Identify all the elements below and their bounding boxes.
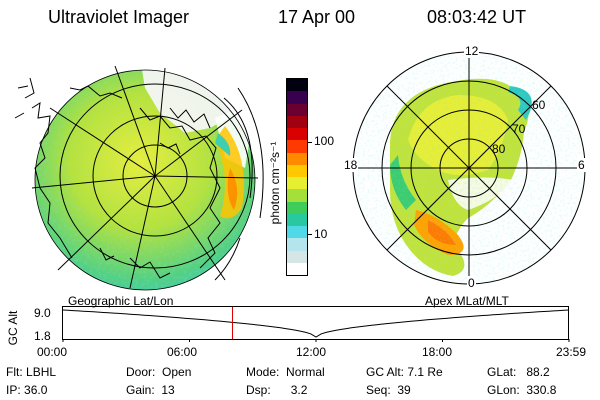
colorbar-swatch <box>287 152 307 165</box>
door-label: Door: <box>126 365 156 379</box>
timeline-y-high: 9.0 <box>34 306 51 320</box>
date-label: 17 Apr 00 <box>278 7 356 27</box>
mode-field: Mode: Normal <box>246 365 325 379</box>
app-title: Ultraviolet Imager <box>48 7 190 27</box>
glat-field: GLat: 88.2 <box>487 365 550 379</box>
door-value: Open <box>162 365 192 379</box>
colorbar-swatch <box>287 201 307 214</box>
flt-field: Flt: LBHL <box>6 365 56 379</box>
mlat-label-70: 70 <box>512 122 526 136</box>
colorbar-tick-high-mark <box>308 142 312 143</box>
timeline-tick-marks <box>62 339 570 342</box>
coastlines <box>14 77 264 281</box>
seq-label: Seq: <box>366 383 391 397</box>
colorbar-unit-container: photon cm⁻²s⁻¹ <box>265 118 285 248</box>
ip-field: IP: 36.0 <box>6 383 47 397</box>
timeline-ylabel-container: GC Alt <box>0 306 26 350</box>
gain-value: 13 <box>161 383 175 397</box>
colorbar-swatch <box>287 79 307 92</box>
colorbar <box>286 78 308 276</box>
time-label: 08:03:42 UT <box>427 7 527 27</box>
colorbar-unit-label: photon cm⁻²s⁻¹ <box>268 141 282 225</box>
dsp-value: 3.2 <box>290 383 308 397</box>
mlat-label-80: 80 <box>492 142 506 156</box>
apex-grid <box>352 51 586 285</box>
mode-label: Mode: <box>246 365 280 379</box>
altitude-timeline[interactable] <box>62 306 572 342</box>
mlat-label-60: 60 <box>532 98 546 112</box>
timeline-tick-0: 00:00 <box>37 345 68 359</box>
geo-panel-label: Geographic Lat/Lon <box>68 294 174 308</box>
ip-value: 36.0 <box>24 383 48 397</box>
glat-value: 88.2 <box>526 365 550 379</box>
seq-field: Seq: 39 <box>366 383 411 397</box>
apex-image-panel <box>352 51 586 285</box>
mlt-label-6: 6 <box>577 158 586 172</box>
flt-value: LBHL <box>26 365 57 379</box>
glon-value: 330.8 <box>526 383 557 397</box>
colorbar-swatch <box>287 140 307 153</box>
colorbar-tick-low-mark <box>308 234 312 235</box>
gain-label: Gain: <box>126 383 155 397</box>
colorbar-swatch <box>287 164 307 177</box>
colorbar-swatch <box>287 103 307 116</box>
apex-panel-label: Apex MLat/MLT <box>425 294 509 308</box>
mode-value: Normal <box>286 365 325 379</box>
timeline-y-low: 1.8 <box>34 329 51 343</box>
gain-field: Gain: 13 <box>126 383 175 397</box>
timeline-tick-1: 06:00 <box>167 345 198 359</box>
glon-field: GLon: 330.8 <box>487 383 556 397</box>
colorbar-swatch <box>287 226 307 239</box>
seq-value: 39 <box>397 383 411 397</box>
colorbar-swatch <box>287 213 307 226</box>
glon-label: GLon: <box>487 383 520 397</box>
geographic-image-panel <box>14 65 264 291</box>
mlt-label-0: 0 <box>467 276 476 290</box>
colorbar-tick-high: 100 <box>314 134 335 148</box>
ip-label: IP: <box>6 383 21 397</box>
colorbar-tick-low: 10 <box>314 227 328 241</box>
mlt-label-12: 12 <box>464 44 480 58</box>
gcalt-field: GC Alt: 7.1 Re <box>366 365 443 379</box>
colorbar-swatch <box>287 115 307 128</box>
glat-label: GLat: <box>487 365 517 379</box>
door-field: Door: Open <box>126 365 191 379</box>
colorbar-swatch <box>287 262 307 275</box>
dsp-label: Dsp: <box>246 383 271 397</box>
dsp-field: Dsp: 3.2 <box>246 383 307 397</box>
colorbar-swatch <box>287 177 307 190</box>
timeline-ylabel: GC Alt <box>6 310 20 346</box>
colorbar-swatch <box>287 238 307 251</box>
gcalt-label: GC Alt: <box>366 365 405 379</box>
geo-emission-disk <box>35 70 255 290</box>
altitude-curve <box>62 309 570 338</box>
timeline-tick-4: 23:59 <box>556 345 587 359</box>
colorbar-swatch <box>287 128 307 141</box>
gcalt-value: 7.1 Re <box>407 365 443 379</box>
flt-label: Flt: <box>6 365 23 379</box>
timeline-tick-3: 18:00 <box>422 345 453 359</box>
colorbar-swatch <box>287 91 307 104</box>
timeline-frame <box>62 306 569 340</box>
colorbar-swatch <box>287 250 307 263</box>
colorbar-swatch <box>287 189 307 202</box>
mlt-label-18: 18 <box>343 158 359 172</box>
timeline-tick-2: 12:00 <box>296 345 327 359</box>
geo-grid <box>31 65 259 291</box>
